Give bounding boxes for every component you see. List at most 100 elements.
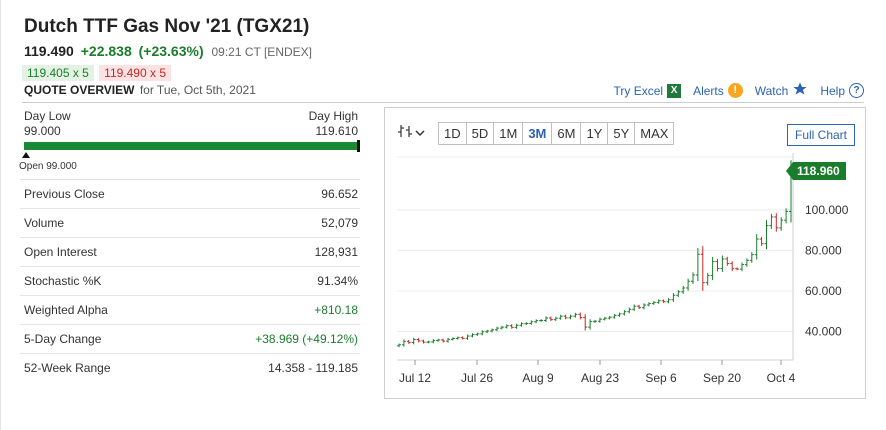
price-line: 119.490 +22.838 (+23.63%) 09:21 CT [ENDE… (24, 43, 312, 59)
ohlc-bar (769, 213, 774, 229)
bid-badge: 119.405 x 5 (22, 65, 94, 81)
ohlc-bar (656, 299, 661, 304)
watch-label: Watch (754, 83, 789, 98)
ohlc-bar (627, 307, 632, 314)
page-title: Dutch TTF Gas Nov '21 (TGX21) (24, 16, 310, 37)
ohlc-bar (450, 337, 455, 341)
ohlc-bar (735, 267, 740, 271)
range-button-1d[interactable]: 1D (439, 123, 466, 144)
stat-row: Open Interest 128,931 (20, 237, 360, 266)
ohlc-bar (455, 336, 460, 340)
ohlc-bar (529, 320, 534, 325)
ohlc-bar (490, 328, 495, 333)
ohlc-bar (715, 258, 720, 272)
ohlc-bar (421, 339, 426, 344)
stats-table: Previous Close 96.652 Volume 52,079 Open Int… (20, 179, 360, 382)
ohlc-bar (397, 343, 401, 348)
chart-type-button[interactable] (397, 123, 425, 142)
ohlc-bar (480, 330, 485, 336)
action-toolbar: Try Excel X Alerts ! Watch Help ? (602, 81, 864, 100)
ohlc-bar (460, 336, 465, 340)
range-button-6m[interactable]: 6M (551, 123, 581, 144)
ohlc-bar (475, 332, 480, 336)
stat-row: Stochastic %K 91.34% (20, 266, 360, 295)
x-tick-label: Jul 26 (461, 371, 493, 385)
x-tick-label: Oct 4 (767, 371, 796, 385)
ohlc-bar (465, 334, 470, 340)
ohlc-bar (632, 304, 637, 312)
ohlc-bar (416, 338, 421, 343)
excel-icon: X (667, 83, 682, 98)
y-tick-label: 80.000 (805, 243, 842, 257)
stat-value: 96.652 (321, 187, 358, 201)
x-tick-label: Sep 20 (703, 371, 741, 385)
range-button-3m[interactable]: 3M (522, 123, 552, 144)
stat-value: 52,079 (321, 216, 358, 230)
chevron-down-icon (415, 125, 425, 140)
stat-value: 14.358 - 119.185 (268, 361, 358, 375)
x-tick-label: Sep 6 (645, 371, 677, 385)
ohlc-bar (539, 319, 544, 322)
stat-label: Open Interest (24, 245, 97, 259)
ohlc-bar (666, 298, 671, 304)
ohlc-bar (754, 234, 759, 260)
ohlc-bar (524, 322, 529, 325)
ohlc-bar (578, 312, 583, 320)
stat-label: Volume (24, 216, 65, 230)
day-high-label: Day High (308, 109, 358, 123)
day-low-label: Day Low (24, 109, 71, 123)
range-button-max[interactable]: MAX (634, 123, 674, 144)
range-button-1y[interactable]: 1Y (580, 123, 608, 144)
ohlc-bar (602, 316, 607, 321)
ohlc-bar (617, 312, 622, 317)
ohlc-bar (514, 323, 519, 329)
ohlc-bar (725, 256, 730, 266)
help-label: Help (820, 83, 845, 98)
ohlc-bar (548, 316, 553, 322)
ohlc-bar (563, 314, 568, 320)
ohlc-bar (553, 316, 558, 321)
day-range-end-marker (357, 140, 360, 152)
ohlc-bar (749, 252, 754, 263)
candlestick-icon (397, 123, 415, 142)
help-link[interactable]: Help ? (820, 83, 864, 98)
ohlc-bar (544, 316, 548, 323)
ohlc-bar (759, 236, 764, 246)
ohlc-bar (431, 339, 436, 344)
ohlc-bar (651, 301, 656, 305)
stat-value: 128,931 (314, 245, 358, 259)
try-excel-link[interactable]: Try Excel X (613, 83, 682, 98)
range-button-1m[interactable]: 1M (493, 123, 523, 144)
ohlc-bar (744, 258, 749, 267)
ohlc-bar (700, 246, 705, 291)
ohlc-bar (705, 272, 710, 286)
ohlc-bar (446, 337, 450, 343)
ohlc-bar (495, 326, 499, 332)
quote-time: 09:21 CT [ENDEX] (211, 45, 313, 59)
stat-row: Volume 52,079 (20, 208, 360, 237)
ohlc-bar (558, 314, 563, 320)
alerts-link[interactable]: Alerts ! (693, 83, 743, 98)
ask-badge: 119.490 x 5 (99, 65, 171, 81)
ohlc-bar (519, 322, 524, 327)
ohlc-bar (764, 220, 769, 250)
stat-value: +38.969 (+49.12%) (255, 332, 358, 346)
ohlc-bar (740, 262, 744, 272)
range-button-5y[interactable]: 5Y (607, 123, 635, 144)
stat-row: 5-Day Change +38.969 (+49.12%) (20, 324, 360, 353)
ohlc-bar (784, 208, 789, 224)
full-chart-button[interactable]: Full Chart (786, 124, 855, 146)
ohlc-bar (774, 213, 779, 232)
try-excel-label: Try Excel (613, 83, 664, 98)
price-change-percent: (+23.63%) (138, 43, 204, 59)
ohlc-bar (695, 248, 700, 282)
ohlc-bar (499, 325, 504, 330)
stat-row: Weighted Alpha +810.18 (20, 295, 360, 324)
range-button-5d[interactable]: 5D (465, 123, 494, 144)
ohlc-bar (583, 314, 588, 331)
x-tick-label: Aug 23 (581, 371, 619, 385)
watch-link[interactable]: Watch (755, 81, 809, 100)
help-icon: ? (849, 83, 864, 98)
ohlc-bar (622, 310, 627, 316)
ohlc-bar (676, 289, 681, 298)
